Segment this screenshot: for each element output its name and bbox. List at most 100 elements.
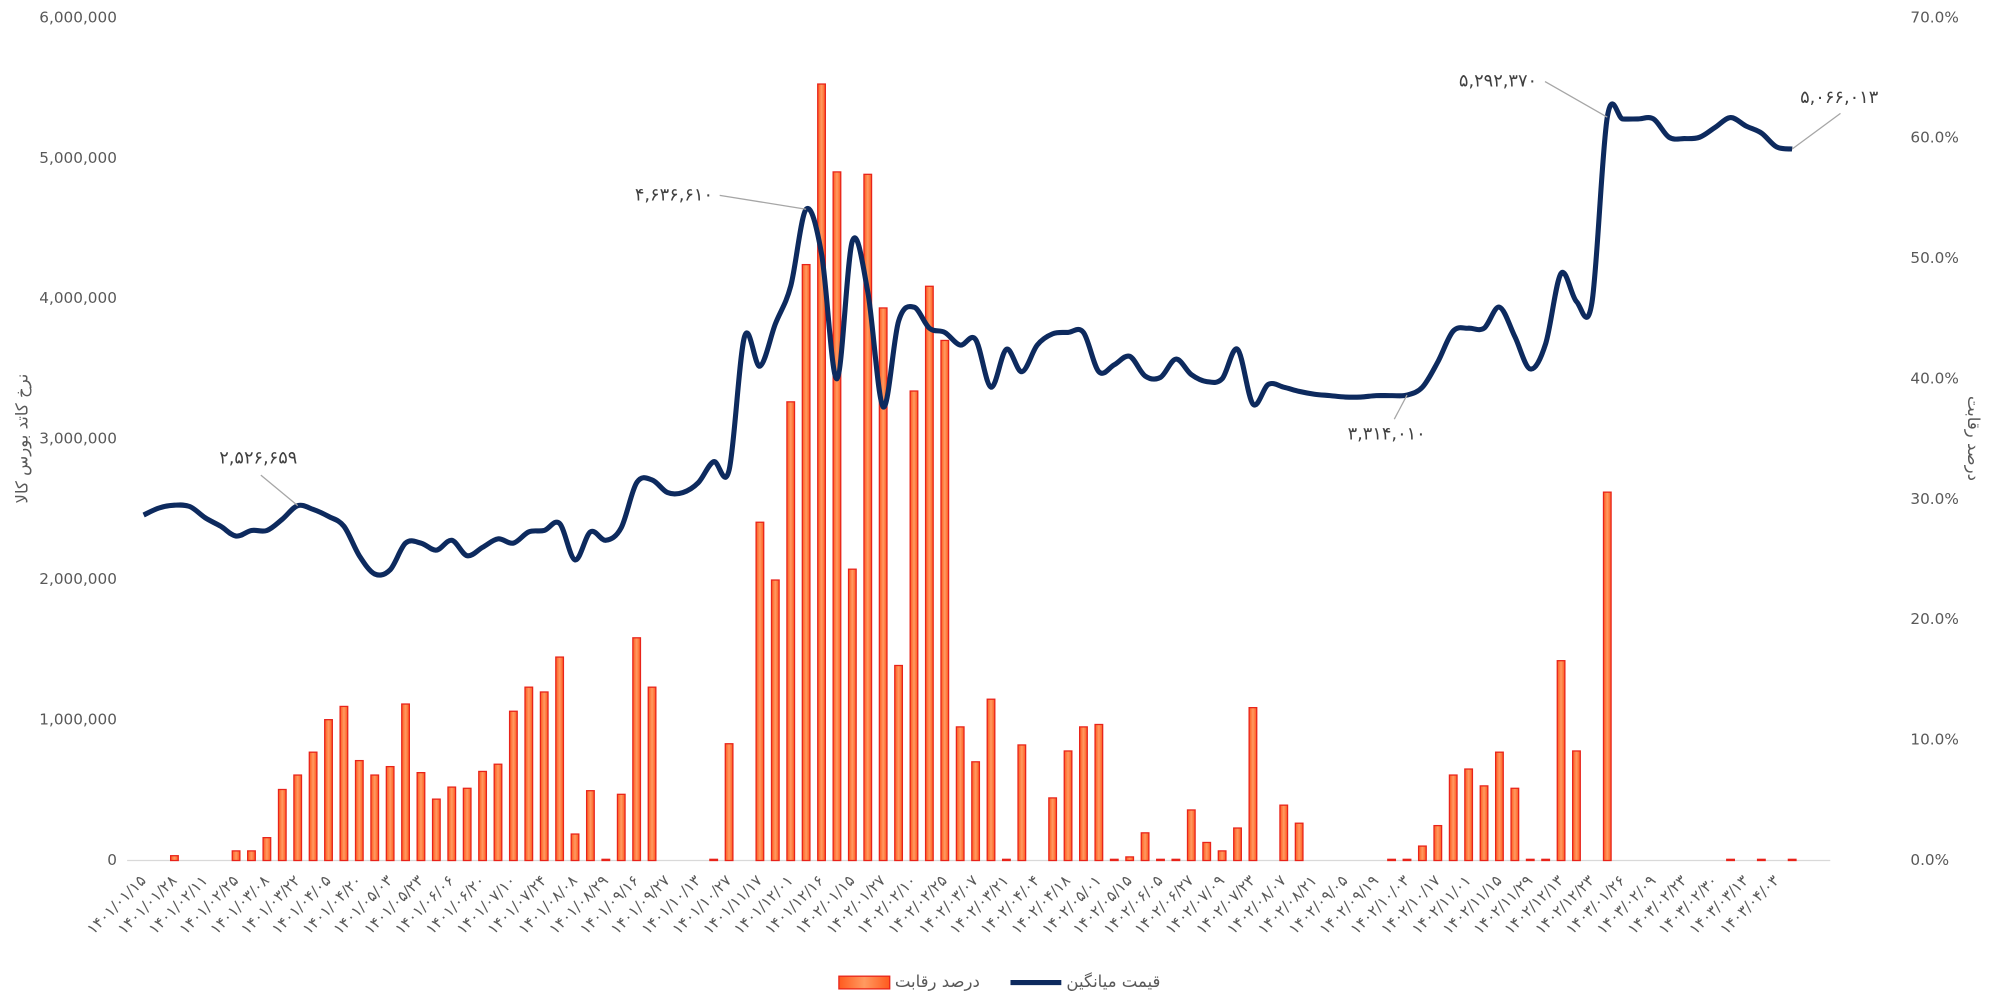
bar bbox=[1001, 858, 1011, 862]
bar bbox=[986, 698, 996, 862]
data-label: ۴,۶۳۶,۶۱۰ bbox=[635, 184, 713, 205]
bar bbox=[169, 855, 179, 862]
annotation-leader bbox=[1393, 394, 1408, 420]
bar bbox=[786, 401, 796, 862]
bar bbox=[909, 390, 919, 862]
annotation-leader bbox=[1791, 112, 1841, 150]
bar bbox=[878, 307, 888, 862]
bar bbox=[1140, 832, 1150, 862]
y2-tick-label: 40.0% bbox=[1910, 369, 1958, 387]
bar bbox=[1787, 858, 1797, 862]
y2-tick-label: 20.0% bbox=[1910, 610, 1958, 628]
bar bbox=[570, 833, 580, 862]
bar bbox=[724, 743, 734, 862]
y2-tick-label: 30.0% bbox=[1910, 490, 1958, 508]
legend-label: درصد رقابت bbox=[895, 972, 980, 992]
bar bbox=[1602, 491, 1612, 862]
bar bbox=[1233, 827, 1242, 862]
bar bbox=[709, 858, 719, 862]
bar bbox=[832, 171, 842, 862]
bar bbox=[1726, 858, 1735, 862]
y2-tick-label: 10.0% bbox=[1910, 731, 1958, 749]
y-tick-label: 4,000,000 bbox=[39, 289, 117, 307]
bar bbox=[478, 770, 488, 862]
bar bbox=[447, 786, 457, 862]
bar bbox=[894, 664, 904, 862]
bar bbox=[1017, 744, 1027, 862]
y-tick-label: 1,000,000 bbox=[39, 711, 117, 729]
bar bbox=[231, 850, 241, 862]
bar bbox=[339, 705, 349, 862]
bar bbox=[1063, 750, 1073, 862]
legend-label: قیمت میانگین bbox=[1066, 972, 1160, 991]
bar bbox=[493, 763, 503, 862]
bar bbox=[1156, 858, 1165, 862]
y-tick-label: 3,000,000 bbox=[39, 430, 117, 448]
bar bbox=[755, 521, 765, 862]
annotation-leader bbox=[719, 194, 807, 210]
bar bbox=[1094, 723, 1104, 862]
bar bbox=[1510, 787, 1520, 862]
bar bbox=[1079, 726, 1088, 862]
bar bbox=[1186, 809, 1196, 862]
y2-tick-label: 50.0% bbox=[1910, 249, 1958, 267]
bar bbox=[1464, 768, 1474, 862]
bar bbox=[385, 765, 395, 862]
bar bbox=[1479, 785, 1489, 862]
y-tick-label: 2,000,000 bbox=[39, 570, 117, 588]
bar bbox=[801, 263, 811, 862]
bar bbox=[1525, 858, 1535, 862]
bar bbox=[247, 850, 256, 862]
bar bbox=[1217, 850, 1227, 862]
annotation-leader bbox=[260, 474, 299, 507]
y-tick-label: 0 bbox=[107, 851, 117, 869]
bar bbox=[354, 759, 364, 862]
bar bbox=[262, 837, 272, 862]
bar bbox=[324, 719, 333, 862]
bar bbox=[539, 691, 549, 862]
bar bbox=[1433, 824, 1443, 862]
bar bbox=[293, 774, 303, 862]
bar bbox=[955, 726, 965, 862]
bar bbox=[632, 637, 642, 862]
bar bbox=[847, 568, 857, 862]
bar bbox=[585, 790, 595, 862]
bar bbox=[431, 798, 441, 862]
legend-swatch bbox=[838, 975, 891, 990]
bar bbox=[1572, 750, 1581, 862]
bar bbox=[1556, 660, 1566, 862]
bar bbox=[1402, 858, 1412, 862]
bar bbox=[277, 788, 287, 862]
bar bbox=[616, 793, 626, 862]
price-line bbox=[142, 101, 1793, 578]
bar bbox=[601, 858, 611, 862]
y-tick-label: 6,000,000 bbox=[39, 8, 117, 26]
y2-tick-label: 60.0% bbox=[1910, 129, 1958, 147]
bar bbox=[462, 787, 472, 862]
bar bbox=[1171, 858, 1181, 862]
bar bbox=[1279, 804, 1289, 862]
bar bbox=[1541, 858, 1551, 862]
bar bbox=[555, 656, 565, 862]
y-tick-label: 5,000,000 bbox=[39, 149, 117, 167]
data-label: ۵,۰۶۶,۰۱۳ bbox=[1800, 87, 1879, 108]
bar bbox=[524, 686, 534, 862]
y2-tick-label: 70.0% bbox=[1910, 8, 1958, 26]
data-label: ۵,۲۹۲,۳۷۰ bbox=[1459, 71, 1537, 92]
y2-tick-label: 0.0% bbox=[1910, 851, 1949, 869]
bar bbox=[401, 703, 410, 862]
data-label: ۲,۵۲۶,۶۵۹ bbox=[219, 448, 297, 469]
bar bbox=[1448, 774, 1458, 862]
bar bbox=[1048, 797, 1058, 862]
bar bbox=[770, 579, 780, 862]
annotation-leader bbox=[1544, 81, 1608, 118]
bar bbox=[924, 285, 934, 862]
bar bbox=[647, 686, 657, 862]
y-axis-title: نرخ کاتد بورس کالا bbox=[12, 374, 32, 504]
bar bbox=[817, 83, 826, 862]
bar bbox=[370, 774, 380, 862]
bar bbox=[940, 339, 950, 862]
bar bbox=[1109, 858, 1119, 862]
bar bbox=[308, 751, 318, 862]
